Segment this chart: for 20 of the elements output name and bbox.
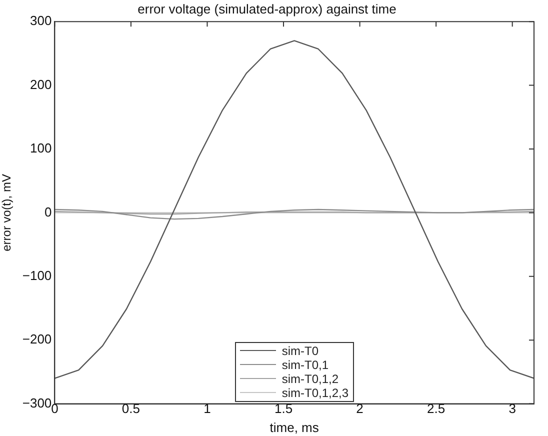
- y-tick-label: 100: [30, 140, 52, 156]
- legend-label: sim-T0: [280, 344, 320, 358]
- y-axis-title: error vo(t), mV: [0, 174, 14, 252]
- y-tick-label: −300: [22, 395, 52, 410]
- chart-title: error voltage (simulated-approx) against time: [138, 1, 396, 16]
- legend-label: sim-T0,1,2: [280, 372, 340, 386]
- x-tick-label: 3: [508, 401, 516, 416]
- y-tick-label: −200: [22, 332, 52, 347]
- x-tick-label: 2: [356, 401, 364, 416]
- y-tick-label: −100: [22, 268, 52, 283]
- legend-label: sim-T0,1: [280, 358, 330, 372]
- x-tick-label: 0.5: [122, 401, 140, 416]
- x-tick-label: 1.5: [274, 401, 293, 416]
- x-tick-label: 1: [204, 401, 211, 416]
- y-tick-label: 0: [44, 204, 52, 220]
- x-axis-title: time, ms: [270, 420, 320, 435]
- x-tick-label: 2.5: [427, 401, 446, 416]
- y-tick-label: 200: [30, 76, 52, 92]
- y-tick-label: 300: [30, 13, 52, 28]
- legend-label: sim-T0,1,2,3: [280, 386, 349, 400]
